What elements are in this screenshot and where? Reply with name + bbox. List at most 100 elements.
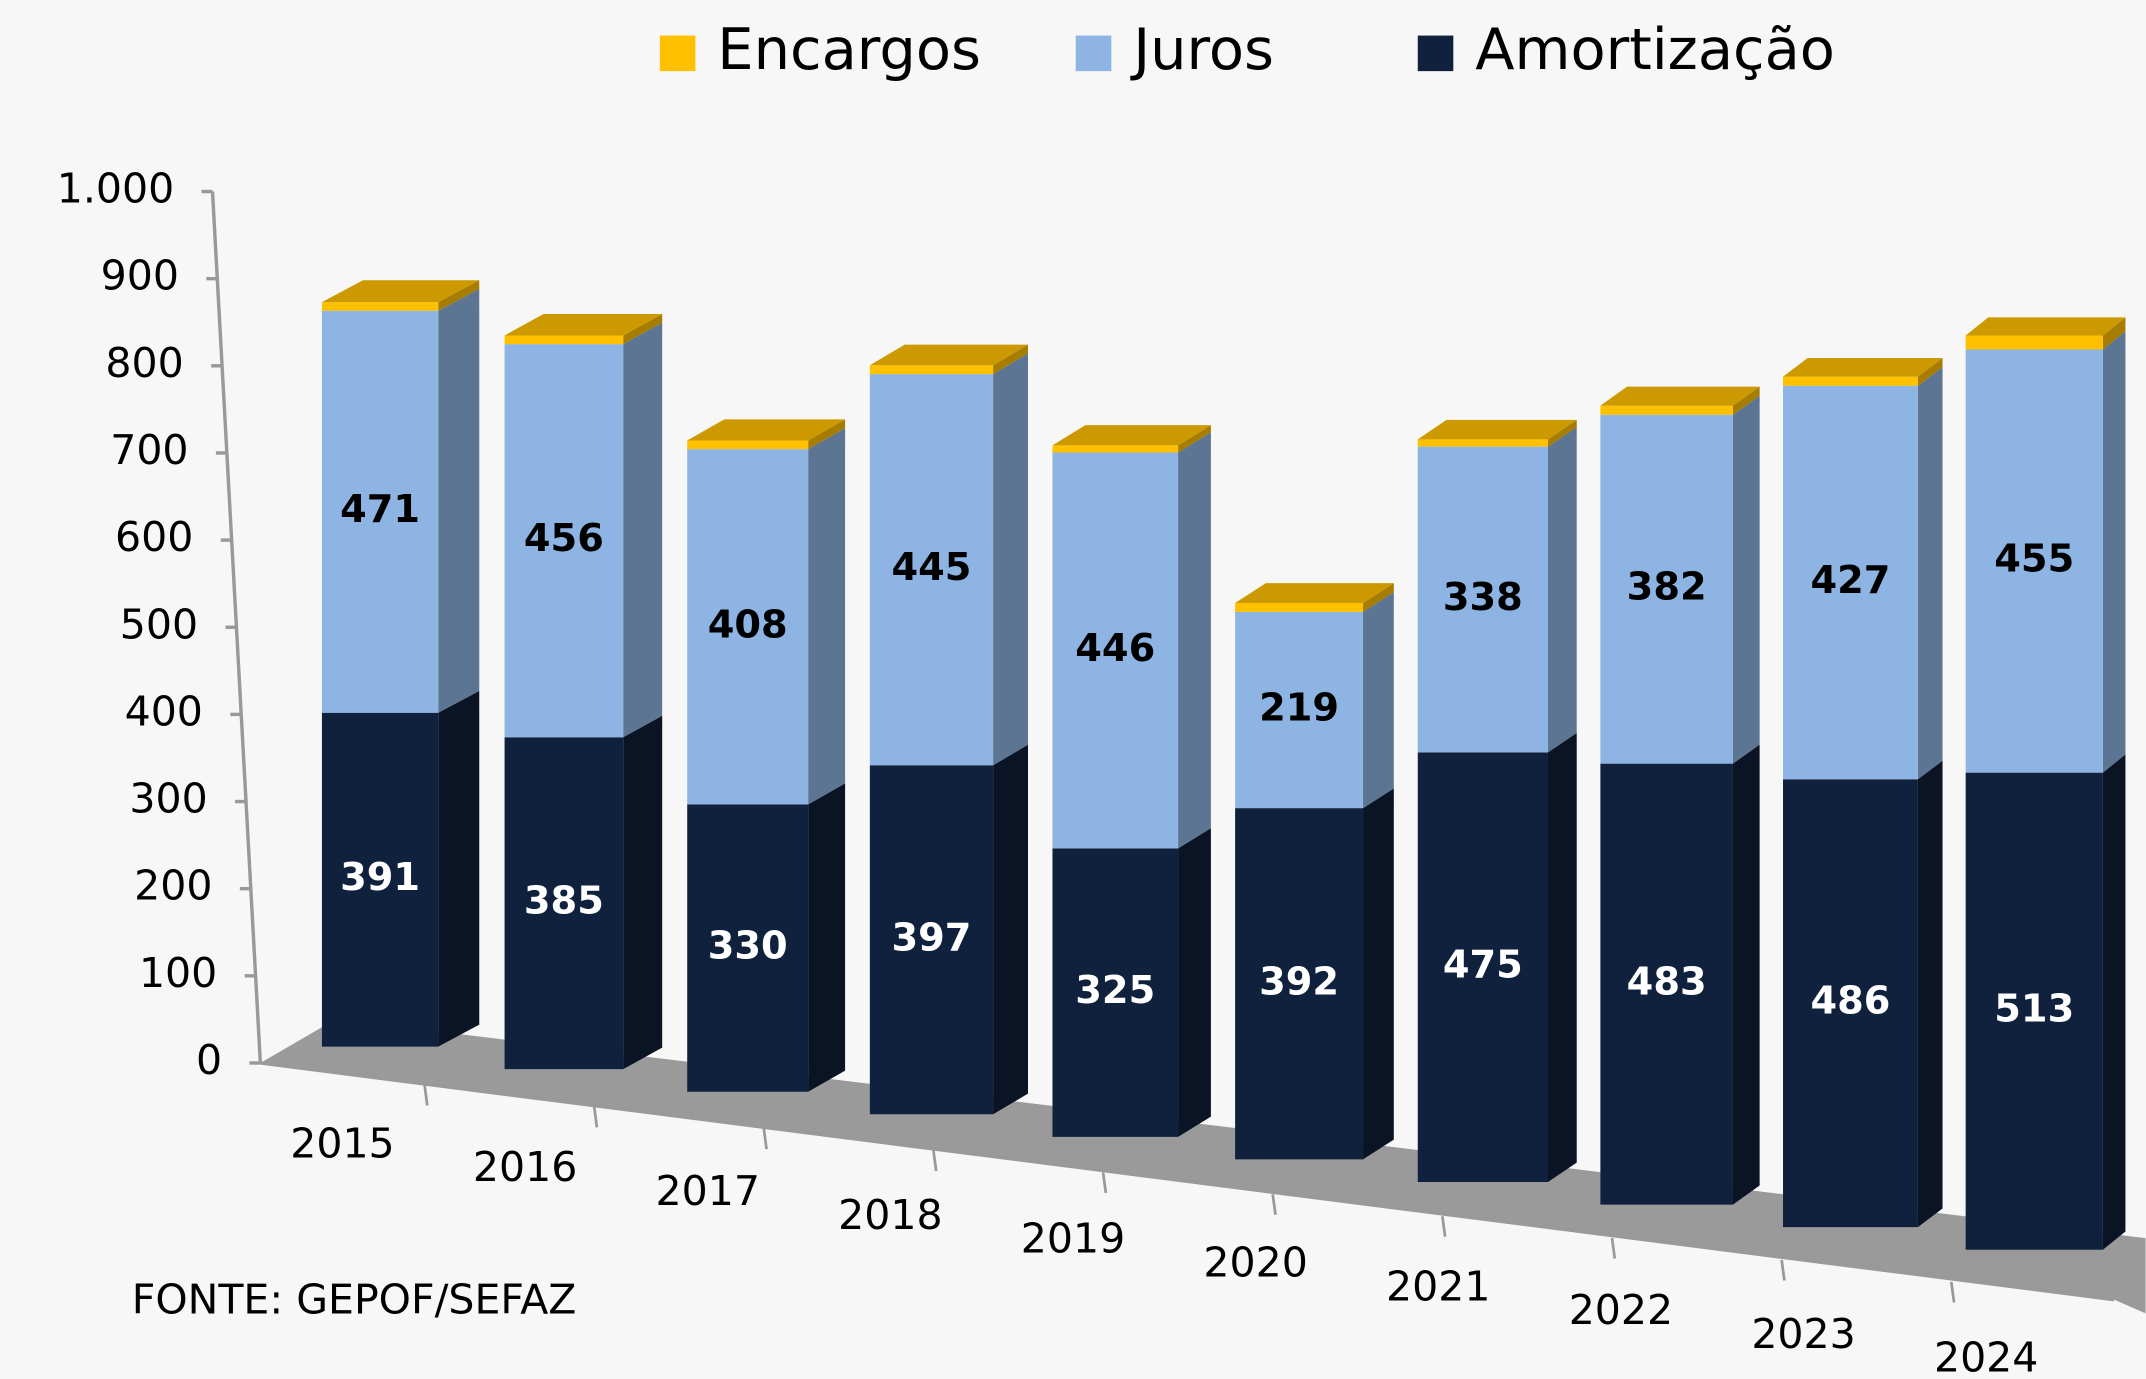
value-label: 456 — [524, 516, 604, 561]
bar-side — [1917, 760, 1943, 1228]
bar-segment — [321, 310, 439, 713]
bar-top — [1235, 583, 1394, 603]
y-tick-label: 900 — [101, 252, 179, 300]
y-tick-label: 500 — [120, 600, 198, 648]
x-tick-label: 2015 — [290, 1119, 394, 1167]
bar-segment — [1052, 848, 1179, 1137]
bar-top — [504, 313, 663, 336]
bar-segment — [1417, 752, 1548, 1182]
bar-segment — [504, 344, 624, 738]
value-label: 338 — [1443, 575, 1523, 620]
x-tick-label: 2018 — [838, 1191, 942, 1239]
bar-top — [1965, 317, 2126, 336]
x-tick — [932, 1150, 938, 1172]
legend-label: Juros — [1130, 16, 1274, 83]
bar-segment — [869, 374, 994, 766]
bar-segment — [1783, 779, 1918, 1228]
legend-label: Amortização — [1475, 16, 1835, 83]
bar-segment — [1052, 445, 1179, 453]
source-note: FONTE: GEPOF/SEFAZ — [132, 1275, 577, 1323]
bar-side — [1547, 732, 1577, 1182]
y-tick-label: 200 — [134, 862, 212, 910]
bar-side — [1547, 419, 1577, 447]
bar-side — [1732, 744, 1760, 1205]
bar-side — [1917, 367, 1943, 780]
x-tick-label: 2017 — [656, 1167, 760, 1215]
x-tick — [423, 1084, 429, 1106]
bar-side — [1547, 427, 1577, 753]
x-tick-label: 2022 — [1569, 1286, 1673, 1334]
y-tick-label: 400 — [125, 687, 203, 735]
bar-top — [1783, 357, 1943, 377]
bar-side — [808, 428, 846, 805]
x-tick — [762, 1128, 768, 1150]
bar-side — [808, 419, 846, 450]
legend-swatch — [1417, 35, 1454, 72]
bar-side — [1178, 425, 1211, 453]
x-tick-label: 2019 — [1021, 1215, 1125, 1263]
bar-segment — [1235, 808, 1364, 1160]
bar-segment — [1235, 602, 1364, 612]
y-tick-label: 800 — [105, 339, 183, 387]
y-tick-label: 100 — [139, 949, 217, 997]
value-label: 446 — [1075, 626, 1155, 671]
bar-side — [808, 783, 846, 1092]
value-label: 445 — [891, 545, 971, 590]
value-label: 486 — [1810, 979, 1890, 1024]
bar-top — [869, 344, 1028, 366]
x-tick — [1271, 1194, 1277, 1216]
x-tick — [1610, 1237, 1617, 1259]
bar-side — [1178, 432, 1211, 849]
bar-top — [1600, 386, 1760, 406]
bar-segment — [321, 302, 439, 311]
value-label: 392 — [1259, 959, 1339, 1004]
x-tick — [1441, 1216, 1447, 1237]
bar-side — [993, 744, 1028, 1115]
bar-side — [2102, 754, 2126, 1250]
legend-label: Encargos — [717, 16, 981, 83]
bar-side — [438, 280, 480, 311]
value-label: 427 — [1810, 558, 1890, 603]
value-label: 471 — [340, 487, 420, 532]
y-tick-label: 300 — [129, 775, 207, 823]
legend-swatch — [1075, 35, 1112, 72]
bar-side — [623, 313, 663, 345]
y-tick-label: 700 — [110, 426, 188, 474]
bar-top — [1417, 419, 1577, 440]
bar-segment — [1783, 376, 1918, 386]
value-label: 397 — [891, 915, 971, 960]
bar-segment — [1600, 405, 1733, 415]
bar-segment — [1783, 385, 1918, 780]
bar-segment — [1600, 414, 1733, 764]
bar-segment — [1417, 439, 1548, 447]
bar-segment — [1965, 349, 2103, 773]
x-tick — [592, 1106, 599, 1128]
bar-side — [1178, 828, 1211, 1137]
x-tick-label: 2023 — [1751, 1310, 1855, 1358]
value-label: 391 — [340, 855, 420, 900]
y-tick-label: 600 — [115, 513, 193, 561]
bar-segment — [1600, 763, 1733, 1205]
x-axis — [260, 1061, 2115, 1302]
bar-side — [1732, 395, 1760, 764]
bar-side — [1363, 592, 1394, 809]
bar-side — [1732, 386, 1760, 415]
value-label: 330 — [708, 924, 788, 969]
bar-side — [993, 344, 1028, 375]
bar-top — [321, 280, 480, 303]
x-tick — [1949, 1281, 1956, 1303]
bar-segment — [869, 365, 994, 375]
y-tick-label: 1.000 — [57, 165, 174, 213]
bar-segment — [687, 440, 809, 450]
x-tick-label: 2024 — [1934, 1334, 2038, 1379]
floor — [260, 1019, 2146, 1314]
value-label: 408 — [708, 602, 788, 647]
x-tick-label: 2021 — [1386, 1262, 1490, 1310]
value-label: 483 — [1627, 960, 1707, 1005]
bar-side — [438, 690, 480, 1047]
value-label: 382 — [1627, 565, 1707, 610]
bar-side — [438, 288, 480, 713]
x-tick-label: 2016 — [473, 1143, 577, 1191]
bar-segment — [1965, 335, 2103, 350]
